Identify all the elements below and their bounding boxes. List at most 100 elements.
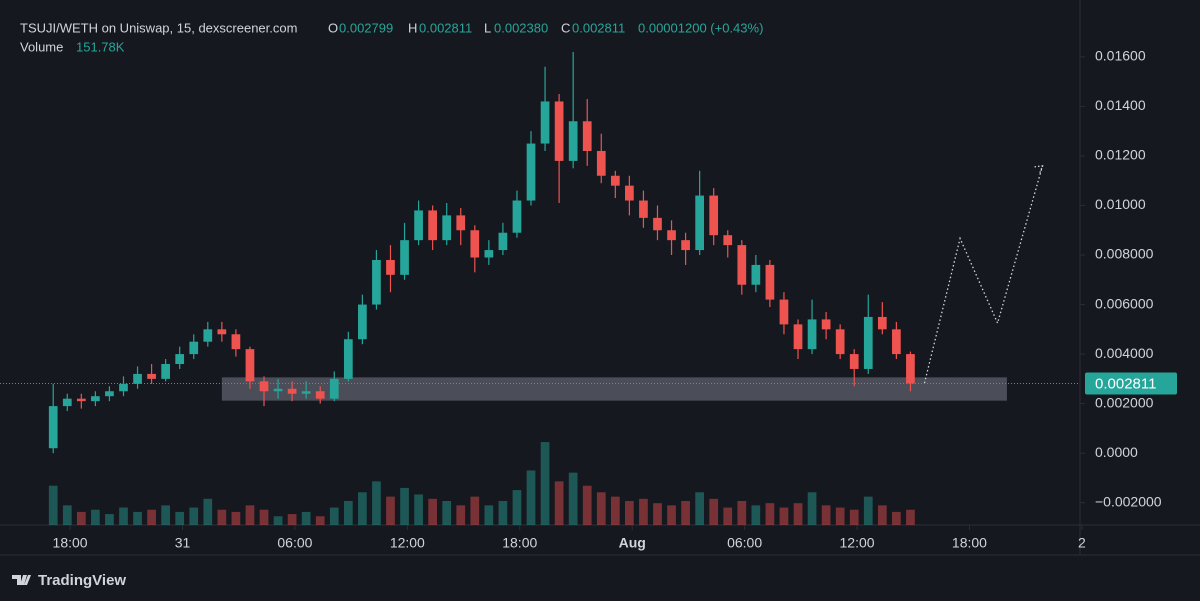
candle-body [765, 264, 775, 300]
close-value: 0.002811 [572, 20, 625, 35]
candle-body [554, 101, 564, 161]
candle-body [596, 150, 606, 176]
volume-bar [906, 509, 915, 525]
candle-body [175, 354, 185, 364]
candle-body [217, 329, 227, 335]
change-value: 0.00001200 (+0.43%) [638, 20, 763, 35]
candle-body [329, 378, 339, 399]
volume-bar [105, 514, 114, 525]
volume-bar [737, 501, 747, 525]
candle-body [779, 299, 789, 325]
candle-body [906, 354, 915, 384]
candle-body [709, 195, 719, 236]
volume-bar [568, 472, 578, 525]
candle-body [456, 215, 466, 231]
x-tick-label: 18:00 [53, 535, 88, 551]
volume-bar [400, 487, 409, 525]
volume-bar [470, 496, 480, 525]
candle-body [737, 245, 747, 285]
candle-body [372, 259, 381, 305]
y-tick-label: 0.006000 [1095, 295, 1154, 311]
candle-body [119, 383, 128, 392]
candle-body [442, 215, 452, 241]
candle-body [147, 373, 156, 379]
brand[interactable]: TradingView [38, 572, 126, 589]
volume-bar [779, 507, 789, 525]
candle-body [287, 388, 297, 394]
volume-bar [259, 509, 269, 525]
volume-bar [301, 511, 311, 525]
volume-bar [48, 485, 58, 525]
x-tick-label: 18:00 [502, 535, 537, 551]
volume-bar [681, 501, 690, 525]
candle-body [512, 200, 522, 233]
x-tick-label: 12:00 [840, 535, 875, 551]
candle-body [484, 250, 494, 258]
volume-bar [723, 507, 733, 525]
x-tick-label: 06:00 [727, 535, 762, 551]
volume-bar [526, 470, 536, 525]
last-price-tag [1085, 372, 1177, 395]
volume-bar [653, 503, 662, 525]
volume-bar [540, 442, 550, 525]
candle-body [203, 329, 213, 342]
candle-body [105, 391, 114, 397]
y-tick-label: 0.004000 [1095, 345, 1154, 361]
x-tick-label: 06:00 [277, 535, 312, 551]
volume-bar [807, 492, 817, 525]
candle-body [568, 121, 578, 161]
volume-bar [442, 501, 452, 525]
volume-bar [877, 505, 887, 525]
candle-body [625, 185, 634, 201]
y-tick-label: 0.008000 [1095, 246, 1154, 262]
symbol-title: TSUJI/WETH on Uniswap, 15, dexscreener.c… [20, 20, 297, 35]
volume-bar [343, 501, 353, 525]
volume-bar [372, 481, 381, 525]
candle-body [849, 354, 859, 369]
open-label: O [328, 20, 338, 35]
candle-body [498, 232, 508, 251]
volume-bar [695, 492, 704, 525]
candle-body [793, 324, 803, 350]
y-tick-label: −0.002000 [1095, 493, 1162, 509]
volume-bar [329, 507, 339, 525]
volume-bar [231, 511, 241, 525]
y-tick-label: 0.002000 [1095, 394, 1154, 410]
open-value: 0.002799 [339, 20, 393, 35]
candle-body [76, 398, 86, 402]
volume-bar [358, 492, 367, 525]
volume-bar [386, 496, 395, 525]
candle-body [231, 334, 241, 350]
candle-body [681, 240, 690, 251]
volume-label: Volume [20, 39, 63, 54]
candle-body [667, 230, 676, 241]
volume-bar [414, 494, 423, 525]
volume-bar [119, 507, 128, 525]
candle-body [863, 316, 873, 369]
y-tick-label: 0.01000 [1095, 196, 1146, 212]
candle-body [315, 391, 325, 399]
volume-bar [273, 516, 283, 525]
volume-bar [793, 503, 803, 525]
candle-body [428, 210, 437, 241]
candle-body [414, 210, 423, 241]
x-tick-label: 12:00 [390, 535, 425, 551]
volume-bar [217, 509, 227, 525]
arrow-head [1034, 165, 1044, 175]
candle-body [877, 316, 887, 330]
volume-bar [484, 505, 494, 525]
volume-bar [639, 498, 648, 525]
high-label: H [408, 20, 417, 35]
candle-body [400, 240, 409, 275]
candle-body [582, 121, 592, 151]
volume-bar [147, 509, 156, 525]
candle-body [301, 391, 311, 394]
volume-bar [751, 505, 761, 525]
x-tick-label: 31 [175, 535, 191, 551]
support-zone [221, 377, 1007, 401]
volume-bar [287, 514, 297, 525]
x-tick-label: Aug [619, 535, 646, 551]
volume-bar [892, 511, 901, 525]
volume-bar [189, 507, 199, 525]
